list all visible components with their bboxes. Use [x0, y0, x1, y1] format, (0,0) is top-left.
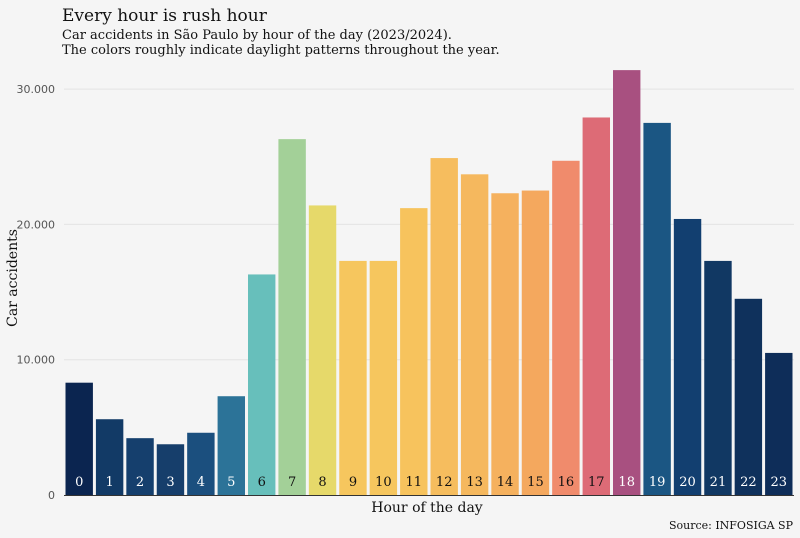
bar-hour-21: [704, 260, 732, 495]
bar-hour-13: [460, 174, 489, 495]
bar-hour-12: [430, 158, 458, 495]
bar-label-hour-21: 21: [710, 475, 727, 490]
bar-hour-15: [521, 190, 550, 495]
bar-hour-11: [400, 208, 428, 495]
bar-label-hour-14: 14: [497, 475, 514, 490]
y-axis-ticks: 0 10.000 20.000 30.000: [17, 83, 56, 502]
bar-label-hour-3: 3: [166, 475, 174, 490]
chart-title: Every hour is rush hour: [62, 6, 268, 26]
gridlines: [64, 88, 794, 361]
chart-caption: Source: INFOSIGA SP: [669, 519, 794, 532]
bars: [65, 70, 793, 496]
bar-hour-0: [65, 382, 93, 495]
bar-label-hour-13: 13: [466, 475, 483, 490]
bar-label-hour-20: 20: [679, 475, 696, 490]
bar-hour-2: [126, 438, 154, 495]
bar-hour-14: [491, 193, 519, 496]
bar-label-hour-9: 9: [349, 475, 357, 490]
bar-hour-16: [552, 160, 580, 495]
bar-label-hour-8: 8: [318, 475, 326, 490]
bar-label-hour-22: 22: [740, 475, 757, 490]
bar-labels: 0 1 2 3 4 5 6 7 8 9 10 11 12 13 14 15 16 17 18 19 20 21 22 23: [75, 475, 787, 490]
bar-label-hour-7: 7: [288, 475, 296, 490]
bar-hour-9: [339, 260, 367, 495]
bar-label-hour-1: 1: [105, 475, 113, 490]
bar-hour-10: [369, 260, 398, 495]
bar-hour-18: [613, 70, 641, 496]
y-tick-label: 20.000: [17, 218, 56, 231]
bar-hour-6: [248, 274, 276, 495]
bar-label-hour-18: 18: [618, 475, 635, 490]
bar-label-hour-6: 6: [258, 475, 266, 490]
bar-label-hour-19: 19: [649, 475, 666, 490]
bar-hour-8: [308, 205, 337, 495]
bar-hour-1: [95, 419, 124, 495]
bar-label-hour-4: 4: [197, 475, 205, 490]
bar-hour-17: [582, 117, 610, 496]
bar-label-hour-12: 12: [436, 475, 453, 490]
y-tick-label: 0: [48, 489, 55, 502]
bar-label-hour-11: 11: [406, 475, 423, 490]
bar-hour-23: [765, 352, 793, 495]
bar-hour-19: [643, 122, 671, 495]
bar-label-hour-0: 0: [75, 475, 83, 490]
bar-hour-3: [156, 444, 185, 495]
bar-label-hour-23: 23: [771, 475, 788, 490]
y-tick-label: 30.000: [17, 83, 56, 96]
bar-hour-20: [673, 218, 702, 495]
bar-label-hour-2: 2: [136, 475, 144, 490]
bar-label-hour-16: 16: [558, 475, 575, 490]
bar-label-hour-10: 10: [375, 475, 392, 490]
bar-label-hour-5: 5: [227, 475, 235, 490]
bar-label-hour-17: 17: [588, 475, 605, 490]
x-axis-label: Hour of the day: [371, 500, 483, 516]
y-axis-label: Car accidents: [5, 229, 21, 327]
y-tick-label: 10.000: [17, 354, 56, 367]
chart-subtitle-line-1: Car accidents in São Paulo by hour of th…: [62, 28, 452, 43]
bar-hour-7: [278, 139, 306, 496]
chart-subtitle-line-2: The colors roughly indicate daylight pat…: [62, 43, 500, 58]
bar-label-hour-15: 15: [527, 475, 544, 490]
bar-hour-4: [187, 432, 215, 495]
bar-hour-5: [217, 396, 245, 495]
bar-hour-22: [734, 298, 763, 495]
